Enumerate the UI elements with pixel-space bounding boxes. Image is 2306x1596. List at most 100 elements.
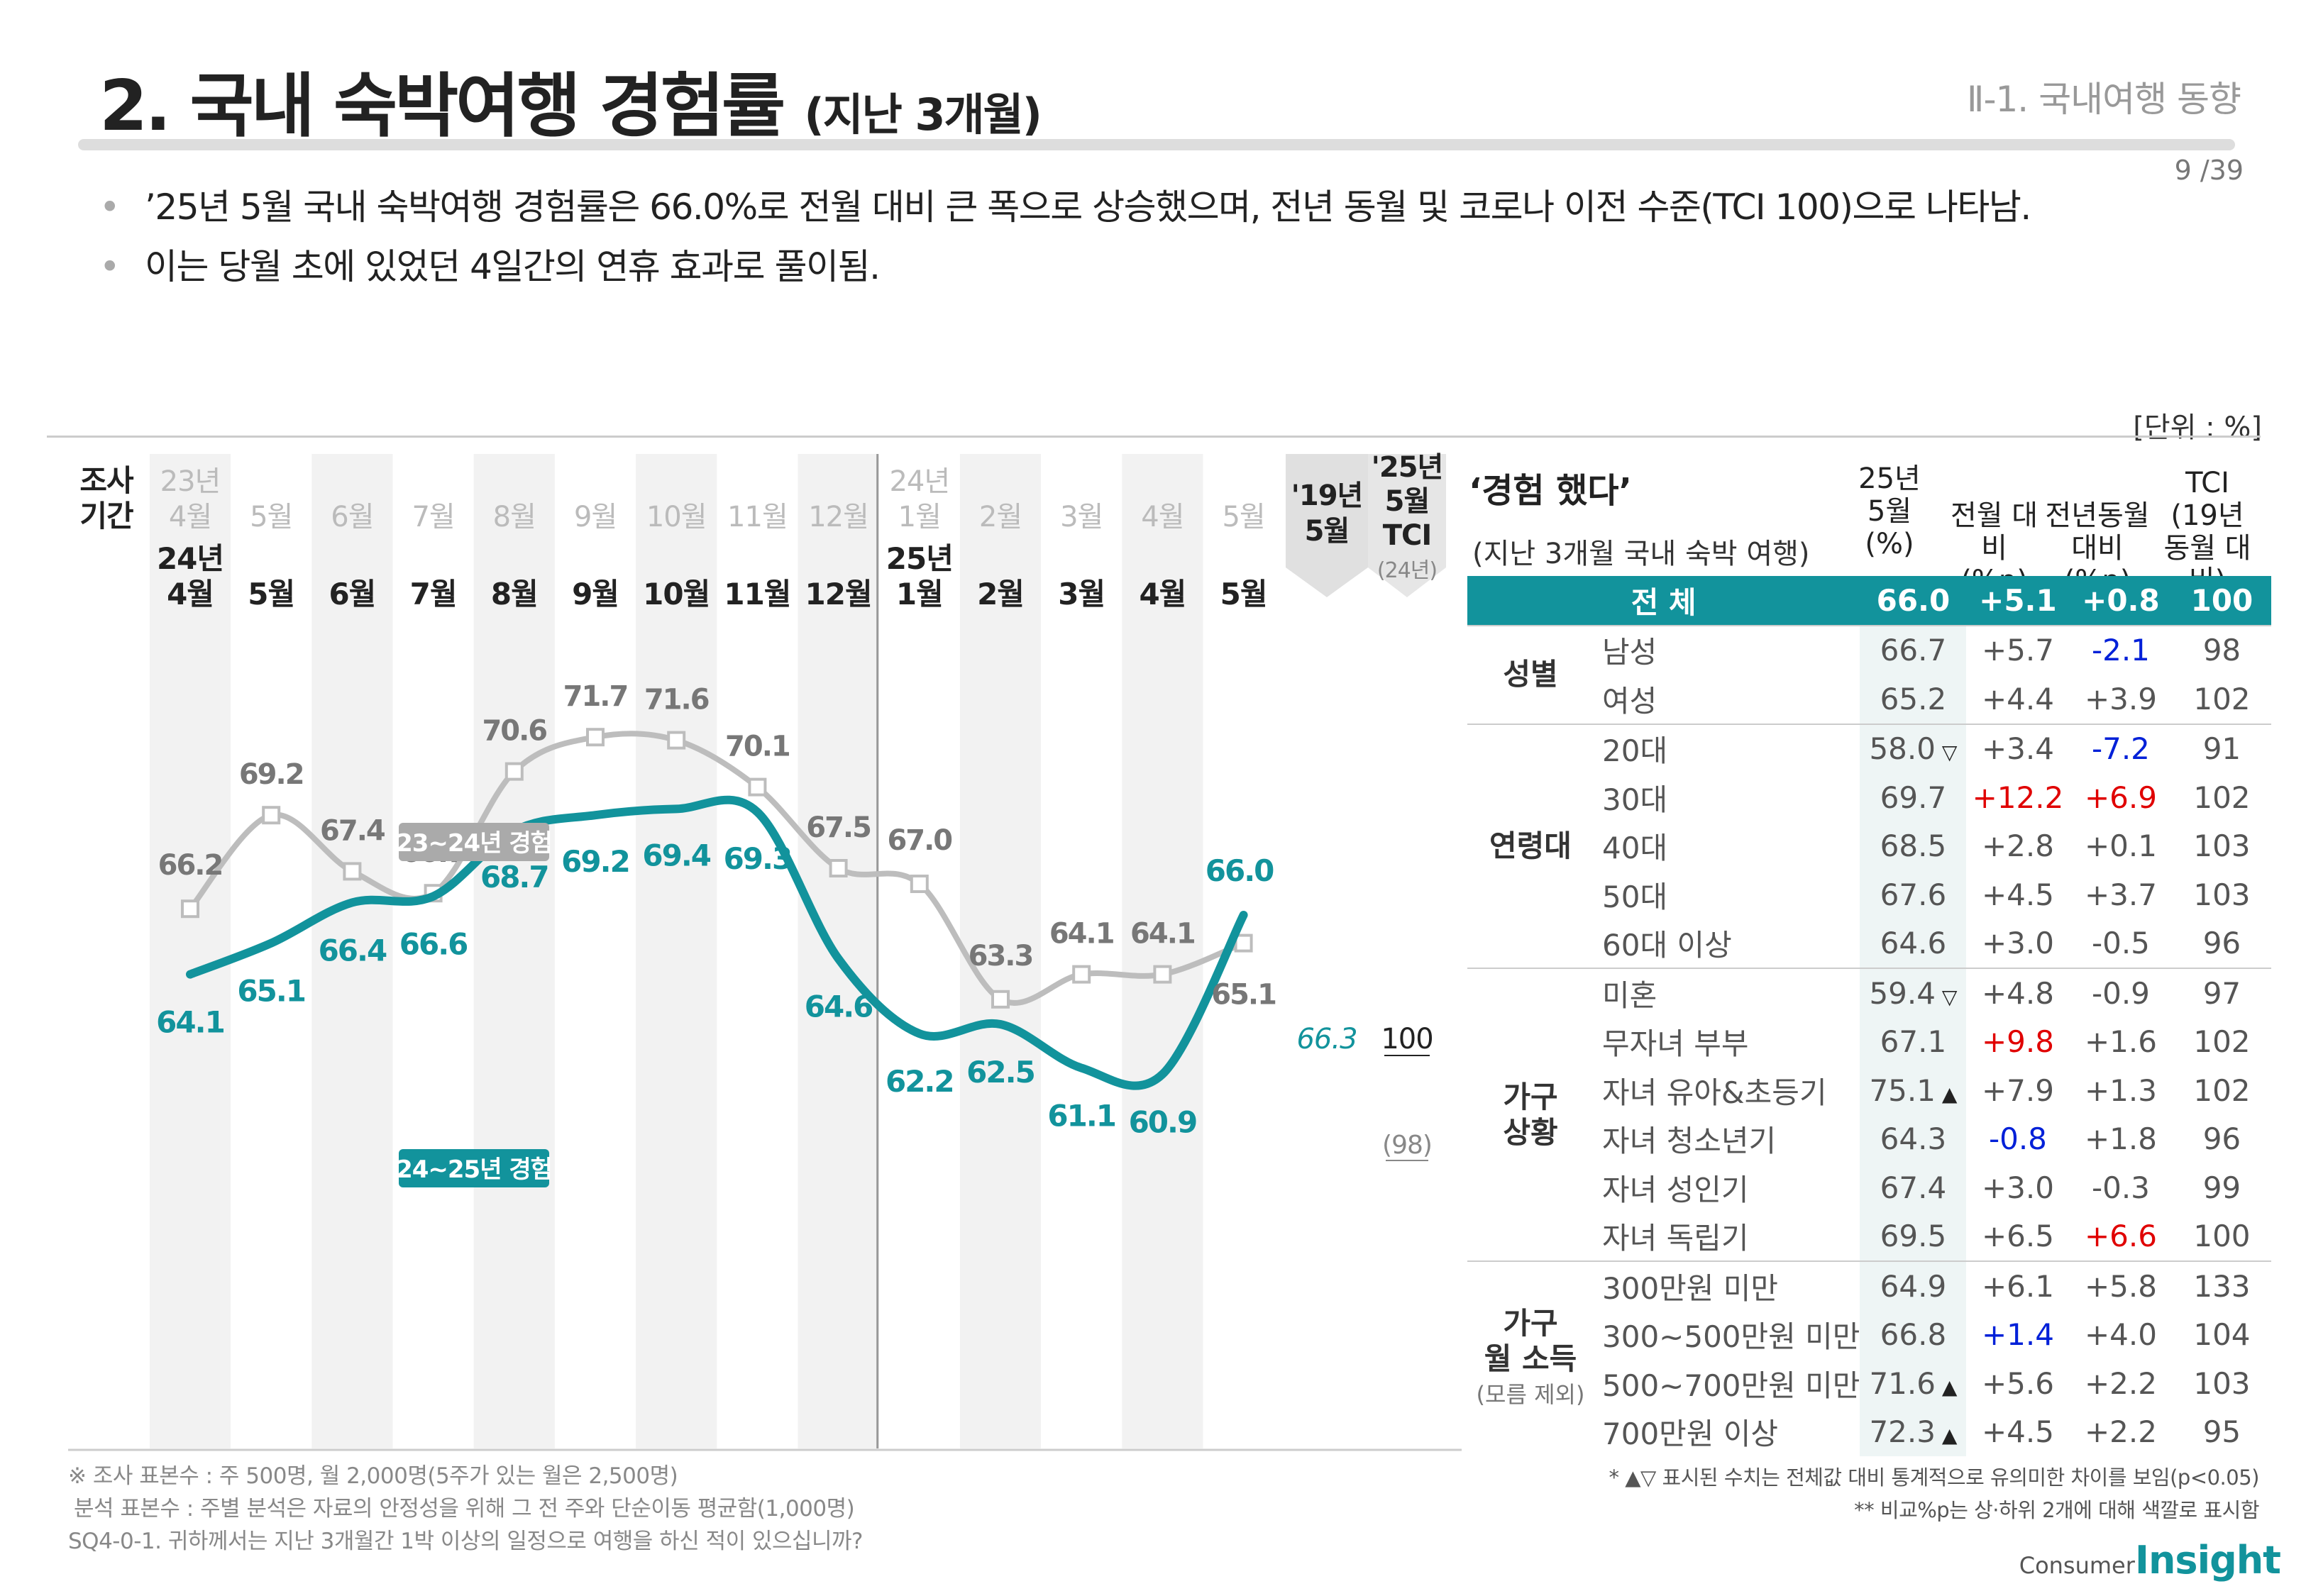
row-label: 남성 <box>1594 624 1860 675</box>
significance-marker: ▽ <box>1935 741 1958 765</box>
category-curr-7: 11월 <box>724 577 790 611</box>
category-prev-3: 7월 <box>412 501 454 533</box>
row-label: 전 체 <box>1467 576 1860 626</box>
series-prev-marker-10 <box>991 990 1010 1009</box>
category-prev-6: 10월 <box>646 501 707 533</box>
note-left-1: ※ 조사 표본수 : 주 500명, 월 2,000명(5주가 있는 월은 2,… <box>68 1463 678 1489</box>
group-note: (모름 제외) <box>1476 1381 1585 1408</box>
value-tci: 103 <box>2193 1365 2251 1401</box>
series-prev-label-7: 70.1 <box>725 731 790 763</box>
note-left-3: SQ4-0-1. 귀하께서는 지난 3개월간 1박 이상의 일정으로 여행을 하… <box>68 1529 864 1554</box>
value-yoy: +6.9 <box>2084 780 2157 815</box>
value-yoy: +1.6 <box>2084 1024 2157 1060</box>
category-curr-6: 10월 <box>643 577 710 611</box>
value-mom: +3.0 <box>1981 926 2054 961</box>
value-mom: +5.6 <box>1981 1365 2054 1401</box>
series-curr-label-3: 66.6 <box>399 927 468 962</box>
category-curr-2: 6월 <box>329 577 375 611</box>
category-prev-4: 8월 <box>493 501 536 533</box>
notes-right: * ▲▽ 표시된 수치는 전체값 대비 통계적으로 유의미한 차이를 보임(p<… <box>1609 1461 2260 1526</box>
category-prev-13: 5월 <box>1222 501 1264 533</box>
note-right-2: ** 비교%p는 상·하위 2개에 대해 색깔로 표시함 <box>1854 1498 2259 1522</box>
group-label: 성별 <box>1467 624 1594 724</box>
value-25may: 66.7 <box>1860 624 1967 675</box>
table-row: 500~700만원 미만 71.6 ▲ +5.6 +2.2 103 <box>1467 1359 2271 1408</box>
series-prev-label-13: 65.1 <box>1211 979 1276 1012</box>
group-label: 가구 상황 <box>1467 968 1594 1261</box>
row-label: 자녀 성인기 <box>1602 1172 1749 1207</box>
month-band-12 <box>1122 454 1203 1448</box>
value-yoy: +3.9 <box>2084 681 2157 716</box>
group-label: 가구 월 소득 (모름 제외) <box>1467 1260 1594 1456</box>
row-label: 무자녀 부부 <box>1602 1026 1749 1062</box>
value-tci: 103 <box>2193 829 2251 864</box>
value-tci: 102 <box>2193 1073 2251 1108</box>
category-curr-11: 3월 <box>1058 577 1105 611</box>
value-yoy: +4.0 <box>2084 1317 2157 1353</box>
category-curr-13: 5월 <box>1220 577 1267 611</box>
logo-text-a: Consumer <box>2019 1552 2135 1579</box>
value-yoy: +2.2 <box>2084 1365 2157 1401</box>
series-prev-marker-12 <box>1153 965 1172 984</box>
category-prev-5: 9월 <box>574 501 617 533</box>
value-mom: +7.9 <box>1981 1073 2054 1108</box>
value-tci: 104 <box>2193 1317 2251 1353</box>
group-name: 가구 월 소득 <box>1484 1306 1577 1376</box>
series-prev-label-2: 67.4 <box>320 814 385 847</box>
value-tci: 98 <box>2172 624 2272 675</box>
value-yoy: +3.7 <box>2084 877 2157 912</box>
value-25may: 65.2 <box>1860 675 1967 724</box>
significance-marker: ▲ <box>1935 1082 1958 1106</box>
category-curr-12: 4월 <box>1139 577 1186 611</box>
value-mom: +1.4 <box>1981 1317 2054 1353</box>
row-label: 700만원 이상 <box>1602 1417 1779 1452</box>
value-mom: +6.1 <box>1966 1260 2070 1311</box>
col-header-yoy: 전년동월 대비(%p) <box>2045 499 2150 597</box>
unit-label: [단위 : %] <box>2133 411 2262 444</box>
series-curr-label-4: 68.7 <box>480 860 548 894</box>
value-yoy: +1.8 <box>2084 1121 2157 1157</box>
category-curr-1: 5월 <box>248 577 294 611</box>
category-prev-2: 6월 <box>331 501 373 533</box>
series-prev-marker-11 <box>1072 965 1091 984</box>
table-row-total: 전 체 66.0 +5.1 +0.8 100 <box>1467 576 2272 626</box>
series-curr-label-6: 69.4 <box>642 838 710 872</box>
value-25may: 72.3 ▲ <box>1860 1407 1967 1456</box>
value-mom: +4.4 <box>1981 681 2054 716</box>
table-row: 자녀 독립기 69.5 +6.5 +6.6 100 <box>1467 1212 2271 1261</box>
series-prev-label-11: 64.1 <box>1049 918 1114 951</box>
table-row: 자녀 성인기 67.4 +3.0 -0.3 99 <box>1467 1163 2271 1212</box>
value-25may: 66.8 <box>1860 1310 1967 1359</box>
table-row: 300~500만원 미만 66.8 +1.4 +4.0 104 <box>1467 1310 2271 1359</box>
value-tci: 103 <box>2193 877 2251 912</box>
bullet-2: • 이는 당월 초에 있었던 4일간의 연휴 효과로 풀이됨. <box>99 246 881 287</box>
ref-2019-value: 66.3 <box>1296 1023 1357 1055</box>
significance-marker: ▲ <box>1935 1424 1958 1448</box>
value-tci: 100 <box>2193 1219 2251 1254</box>
group-name: 가구 상황 <box>1503 1079 1558 1150</box>
value-25may: 68.5 <box>1860 821 1967 870</box>
table-row: 가구 월 소득 (모름 제외) 300만원 미만 64.9 +6.1 +5.8 133 <box>1467 1260 2272 1456</box>
ref-2019-header-bg <box>1286 454 1368 597</box>
bullet-1-text: ’25년 5월 국내 숙박여행 경험률은 66.0%로 전월 대비 큰 폭으로 … <box>145 187 2031 228</box>
category-curr-9: 25년 1월 <box>886 541 953 611</box>
title-main: 2. 국내 숙박여행 경험률 <box>99 66 785 147</box>
table-row: 50대 67.6 +4.5 +3.7 103 <box>1467 870 2271 919</box>
value-yoy: +0.1 <box>2084 829 2157 864</box>
value-tci: 133 <box>2172 1260 2272 1311</box>
value-25may: 67.6 <box>1860 870 1967 919</box>
row-label: 자녀 유아&초등기 <box>1602 1075 1827 1110</box>
row-label: 여성 <box>1602 683 1657 719</box>
value-yoy: +1.3 <box>2084 1073 2157 1108</box>
category-curr-5: 9월 <box>572 577 619 611</box>
series-curr-label-7: 69.3 <box>724 841 792 876</box>
table-row: 자녀 청소년기 64.3 -0.8 +1.8 96 <box>1467 1114 2271 1163</box>
category-curr-4: 8월 <box>491 577 538 611</box>
value-tci: 102 <box>2193 780 2251 815</box>
series-prev-marker-7 <box>748 777 767 797</box>
table-row: 60대 이상 64.6 +3.0 -0.5 96 <box>1467 919 2271 968</box>
ref-tci-value: 100 <box>1381 1023 1433 1055</box>
title-underline <box>78 139 2235 150</box>
value-yoy: +5.8 <box>2069 1260 2173 1311</box>
series-prev-marker-0 <box>181 899 199 919</box>
